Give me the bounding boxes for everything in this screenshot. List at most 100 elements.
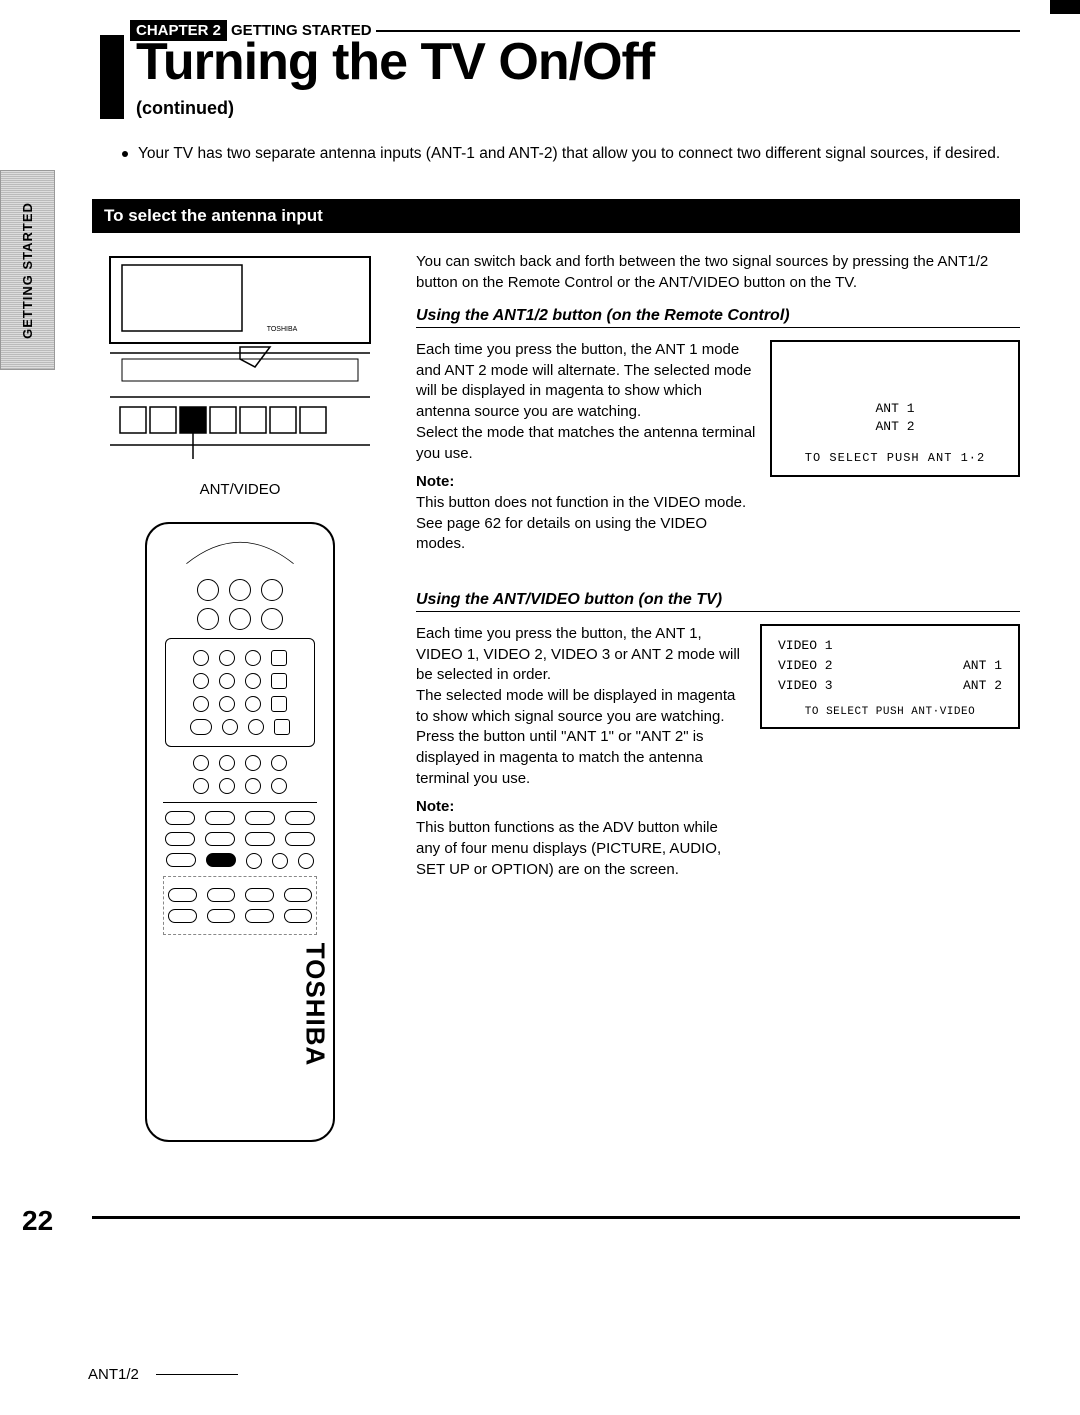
remote-btn [285, 811, 315, 825]
remote-num-3 [245, 650, 261, 666]
remote-btn [193, 755, 209, 771]
page-number: 22 [22, 1205, 53, 1237]
tv-diagram: TOSHIBA [100, 251, 380, 471]
remote-btn [245, 909, 274, 923]
remote-btn [165, 832, 195, 846]
osd1-foot: TO SELECT PUSH ANT 1·2 [778, 450, 1012, 467]
remote-vol-up [271, 650, 287, 666]
remote-btn [245, 778, 261, 794]
tv-diagram-label: ANT/VIDEO [100, 481, 380, 498]
right-intro-text: You can switch back and forth between th… [416, 251, 1020, 293]
remote-btn [245, 832, 275, 846]
sub1-block: Each time you press the button, the ANT … [416, 340, 1020, 555]
remote-btn [197, 608, 219, 630]
remote-num-8 [219, 696, 235, 712]
remote-num-0 [222, 719, 238, 735]
remote-row [157, 579, 323, 601]
remote-btn [168, 909, 197, 923]
intro-paragraph: Your TV has two separate antenna inputs … [122, 143, 1020, 165]
remote-btn [245, 811, 275, 825]
remote-num-5 [219, 673, 235, 689]
osd-box-1: ANT 1 ANT 2 TO SELECT PUSH ANT 1·2 [770, 340, 1020, 477]
bottom-rule [92, 1216, 1020, 1219]
remote-btn [197, 579, 219, 601]
remote-btn [245, 888, 274, 902]
remote-callout-label: ANT1/2 [88, 1366, 139, 1383]
remote-btn [207, 888, 236, 902]
osd1-l1: ANT 1 [778, 400, 1012, 418]
sub1-text-body: Each time you press the button, the ANT … [416, 341, 755, 461]
remote-btn [207, 909, 236, 923]
remote-btn [193, 778, 209, 794]
right-column: You can switch back and forth between th… [416, 251, 1020, 1182]
osd-box-2: VIDEO 1 VIDEO 2 ANT 1 VIDEO 3 ANT 2 TO S… [760, 624, 1020, 729]
remote-btn [166, 853, 196, 867]
remote-row [157, 832, 323, 846]
remote-ch-up [271, 696, 287, 712]
remote-callout-line [156, 1374, 238, 1375]
bullet-icon [122, 151, 128, 157]
remote-btn [285, 832, 315, 846]
sub1-heading: Using the ANT1/2 button (on the Remote C… [416, 307, 1020, 328]
remote-vol-dn [271, 673, 287, 689]
osd2-left-2: VIDEO 3 [778, 676, 833, 696]
remote-ch-dn [274, 719, 290, 735]
remote-row [157, 755, 323, 771]
remote-btn [271, 778, 287, 794]
sub2-note-text: This button functions as the ADV button … [416, 818, 746, 880]
remote-numpad [165, 638, 315, 747]
remote-num-4 [193, 673, 209, 689]
osd2-foot: TO SELECT PUSH ANT·VIDEO [768, 704, 1012, 721]
remote-btn [229, 579, 251, 601]
tv-svg: TOSHIBA [100, 251, 380, 471]
osd2-left-0: VIDEO 1 [778, 636, 833, 656]
remote-btn [284, 888, 313, 902]
remote-btn [271, 755, 287, 771]
remote-btn [284, 909, 313, 923]
remote-btn [219, 755, 235, 771]
remote-top-arc [155, 528, 325, 578]
remote-ant12-btn [206, 853, 236, 867]
two-column-layout: TOSHIBA ANT/VIDEO ANT1 [100, 251, 1020, 1182]
remote-btn [165, 811, 195, 825]
title-block: Turning the TV On/Off (continued) [100, 35, 1020, 119]
continued-label: (continued) [136, 98, 1020, 119]
remote-num-1 [193, 650, 209, 666]
remote-btn [272, 853, 288, 869]
remote-btn [261, 579, 283, 601]
page: CHAPTER 2 GETTING STARTED Turning the TV… [0, 0, 1080, 1259]
sub2-heading: Using the ANT/VIDEO button (on the TV) [416, 591, 1020, 612]
remote-brand: TOSHIBA [300, 943, 331, 1067]
sub2-text-body: Each time you press the button, the ANT … [416, 625, 740, 787]
sub1-note-label: Note: [416, 472, 756, 493]
remote-btn [261, 608, 283, 630]
remote-row [157, 608, 323, 630]
remote-num-2 [219, 650, 235, 666]
sub2-note-label: Note: [416, 797, 746, 818]
chapter-rule [376, 30, 1020, 32]
remote-row [157, 811, 323, 825]
remote-btn [245, 755, 261, 771]
osd2-right-1: ANT 2 [963, 676, 1002, 696]
remote-num-6 [245, 673, 261, 689]
sub1-note-text: This button does not function in the VID… [416, 493, 756, 555]
osd2-right-0: ANT 1 [963, 656, 1002, 676]
intro-text: Your TV has two separate antenna inputs … [138, 145, 1000, 162]
osd1-l2: ANT 2 [778, 418, 1012, 436]
remote-diagram: TOSHIBA [145, 522, 335, 1142]
page-title: Turning the TV On/Off [136, 35, 1020, 90]
remote-num-7 [193, 696, 209, 712]
remote-dashed-group [163, 876, 317, 935]
remote-btn [205, 811, 235, 825]
remote-num-100 [190, 719, 212, 735]
remote-ant-row [157, 853, 323, 869]
osd2-row: VIDEO 1 [768, 636, 1012, 656]
remote-row [157, 778, 323, 794]
sub2-text: Each time you press the button, the ANT … [416, 624, 746, 880]
osd2-left-1: VIDEO 2 [778, 656, 833, 676]
remote-btn [168, 888, 197, 902]
tv-brand-small: TOSHIBA [267, 326, 298, 333]
sub2-block: Each time you press the button, the ANT … [416, 624, 1020, 880]
left-column: TOSHIBA ANT/VIDEO ANT1 [100, 251, 380, 1182]
remote-btn [205, 832, 235, 846]
